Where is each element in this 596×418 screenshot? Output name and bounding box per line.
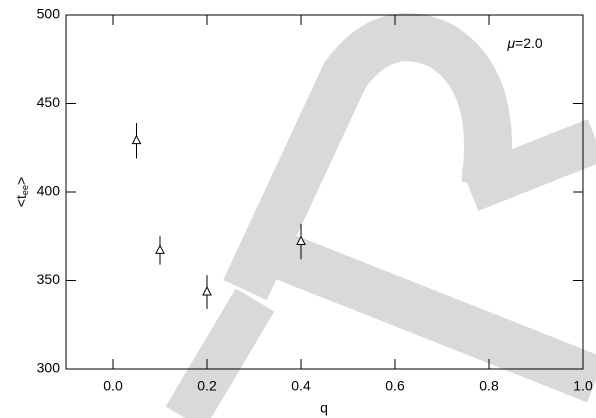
point bbox=[155, 244, 165, 254]
x-tick-label: 0.4 bbox=[291, 378, 311, 394]
annotation-text: =2.0 bbox=[515, 35, 543, 51]
point bbox=[296, 235, 306, 246]
y-tick-label: 500 bbox=[37, 6, 61, 22]
x-tick-label: 0.6 bbox=[385, 378, 405, 394]
x-tick-label: 0.0 bbox=[103, 378, 123, 394]
annotation-symbol: μ bbox=[506, 35, 515, 51]
y-tick-label: 450 bbox=[37, 94, 61, 110]
y-tick-label: 400 bbox=[37, 183, 61, 199]
y-label-sub: ee bbox=[20, 185, 30, 195]
annotation: μ=2.0 bbox=[506, 35, 543, 51]
x-tick-label: 0.2 bbox=[197, 378, 217, 394]
y-tick-label: 300 bbox=[37, 360, 61, 376]
watermark bbox=[165, 13, 596, 418]
y-axis-label: <tee> bbox=[13, 177, 31, 207]
y-tick-label: 350 bbox=[37, 271, 61, 287]
point bbox=[202, 285, 212, 296]
point bbox=[131, 134, 142, 145]
x-tick-label: 0.8 bbox=[479, 378, 499, 394]
x-axis-label: q bbox=[320, 400, 328, 416]
y-label-part: > bbox=[13, 177, 29, 185]
x-tick-label: 1.0 bbox=[573, 378, 593, 394]
y-label-part: <t bbox=[13, 195, 29, 207]
